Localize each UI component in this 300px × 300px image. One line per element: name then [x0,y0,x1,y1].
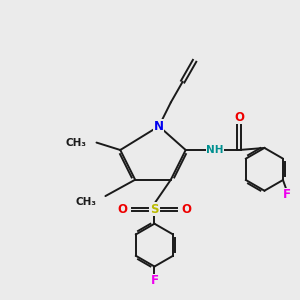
Text: O: O [118,203,128,216]
Text: F: F [151,274,158,287]
Text: NH: NH [206,145,224,155]
Text: F: F [283,188,290,201]
Text: O: O [234,111,244,124]
Text: O: O [181,203,191,216]
Text: N: N [154,120,164,133]
Text: CH₃: CH₃ [76,197,97,207]
Text: S: S [150,203,159,216]
Text: CH₃: CH₃ [65,138,86,148]
